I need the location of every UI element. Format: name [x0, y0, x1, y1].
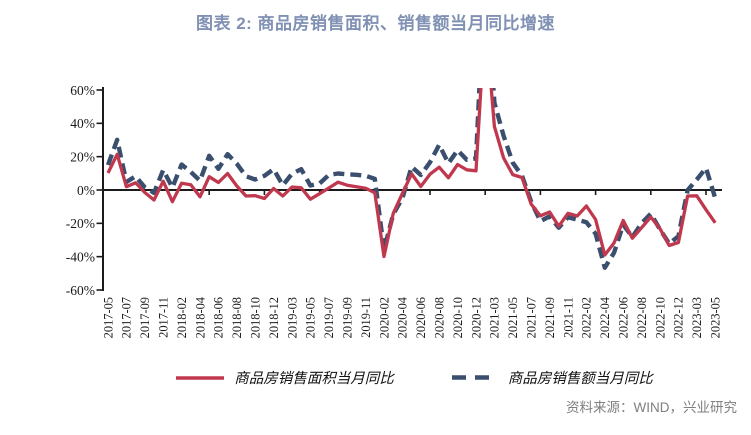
x-tick-label: 2019-09 — [341, 297, 355, 338]
y-tick-label: -60% — [66, 283, 95, 298]
x-tick-label: 2022-06 — [617, 297, 631, 338]
x-tick-label: 2018-10 — [249, 297, 263, 338]
y-tick-label: 0% — [77, 183, 95, 198]
x-tick-label: 2018-02 — [175, 297, 189, 338]
x-tick-label: 2022-02 — [580, 297, 594, 338]
x-tick-label: 2017-11 — [157, 297, 171, 338]
x-tick-label: 2019-05 — [304, 297, 318, 338]
legend-item-sales-amount: 商品房销售额当月同比 — [451, 367, 653, 388]
x-tick-label: 2021-07 — [525, 297, 539, 338]
x-tick-label: 2020-04 — [396, 297, 410, 338]
y-tick-label: 40% — [70, 116, 95, 131]
chart-title: 图表 2: 商品房销售面积、销售额当月同比增速 — [195, 14, 556, 33]
x-tick-label: 2018-04 — [193, 297, 207, 338]
series-line-sales-area — [106, 88, 717, 259]
x-tick-label: 2017-07 — [120, 297, 134, 338]
x-tick-label: 2022-12 — [672, 297, 686, 338]
series-line-sales-amount — [105, 88, 718, 270]
x-tick-label: 2020-02 — [377, 297, 391, 338]
x-tick-label: 2022-04 — [598, 297, 612, 338]
x-tick-label: 2022-10 — [653, 297, 667, 338]
y-tick-label: 20% — [70, 149, 95, 164]
legend-label-sales-amount: 商品房销售额当月同比 — [507, 371, 653, 387]
x-tick-label: 2017-09 — [138, 297, 152, 338]
solid-line-swatch-icon — [176, 375, 225, 380]
dashed-line-swatch-icon — [451, 375, 498, 380]
x-tick-label: 2021-03 — [488, 297, 502, 338]
x-tick-label: 2021-11 — [561, 297, 575, 338]
x-tick-label: 2021-09 — [543, 297, 557, 338]
x-tick-label: 2017-05 — [101, 297, 115, 338]
x-tick-label: 2020-06 — [414, 297, 428, 338]
x-tick-label: 2020-08 — [433, 297, 447, 338]
y-tick-label: -40% — [66, 249, 95, 264]
legend-label-sales-area: 商品房销售面积当月同比 — [234, 371, 394, 387]
y-tick-label: 60% — [70, 83, 95, 98]
legend-item-sales-area: 商品房销售面积当月同比 — [176, 367, 394, 388]
x-tick-label: 2020-10 — [451, 297, 465, 338]
x-tick-label: 2023-05 — [709, 297, 723, 338]
source-note: 资料来源：WIND，兴业研究 — [566, 400, 737, 415]
x-tick-label: 2022-08 — [635, 297, 649, 338]
x-tick-label: 2023-03 — [690, 297, 704, 338]
y-tick-label: -20% — [66, 216, 95, 231]
plot-area: 60% 40% 20% 0% -20% -40% -60% 2017-05 2017-07 201… — [66, 83, 723, 339]
x-tick-label: 2019-03 — [285, 297, 299, 338]
x-tick-label: 2018-08 — [230, 297, 244, 338]
x-tick-label: 2018-12 — [267, 297, 281, 338]
x-tick-label: 2019-07 — [322, 297, 336, 338]
x-tick-label: 2019-11 — [359, 297, 373, 338]
x-tick-label: 2020-12 — [469, 297, 483, 338]
legend: 商品房销售面积当月同比 商品房销售额当月同比 — [0, 367, 751, 388]
x-tick-label: 2021-05 — [506, 297, 520, 338]
x-tick-label: 2018-06 — [212, 297, 226, 338]
